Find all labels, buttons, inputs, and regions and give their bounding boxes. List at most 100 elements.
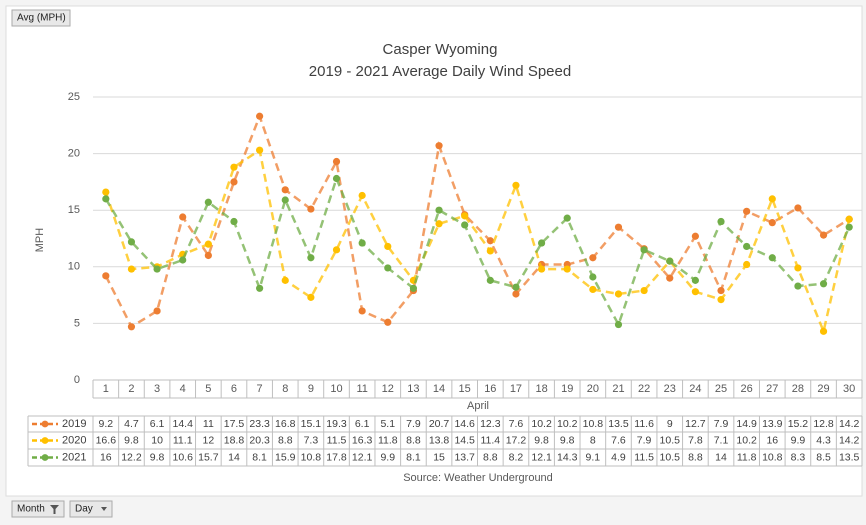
x-tick-label: 12 <box>382 383 394 395</box>
table-value: 17.5 <box>224 418 245 430</box>
table-value: 13.8 <box>429 434 450 446</box>
legend-label: 2021 <box>62 451 86 463</box>
legend-marker <box>41 454 49 461</box>
table-value: 6.1 <box>355 418 370 430</box>
table-value: 4.3 <box>816 434 831 446</box>
marker <box>717 286 725 295</box>
x-tick-label: 14 <box>433 383 445 395</box>
table-value: 8.8 <box>688 451 703 463</box>
table-value: 8 <box>590 434 596 446</box>
y-tick-label: 5 <box>74 317 80 329</box>
marker <box>845 215 853 223</box>
marker <box>691 276 699 284</box>
table-value: 19.3 <box>326 418 347 430</box>
marker <box>281 276 289 284</box>
y-tick-label: 20 <box>68 148 80 160</box>
table-value: 14 <box>715 451 727 463</box>
y-tick-label: 25 <box>68 91 80 103</box>
x-tick-label: 11 <box>356 383 367 395</box>
x-tick-label: 19 <box>561 383 573 395</box>
table-value: 17.8 <box>326 451 347 463</box>
x-tick-label: 8 <box>282 383 288 395</box>
x-tick-label: 17 <box>510 383 522 395</box>
marker <box>230 178 238 186</box>
table-value: 14.2 <box>839 434 860 446</box>
legend-marker <box>41 420 49 428</box>
table-value: 4.9 <box>611 451 626 463</box>
filter-icon <box>50 505 59 514</box>
marker <box>614 320 623 329</box>
x-tick-label: 23 <box>664 383 676 395</box>
x-tick-label: 28 <box>792 383 804 395</box>
marker <box>614 290 623 298</box>
marker <box>717 217 725 226</box>
y-tick-label: 0 <box>74 374 80 386</box>
chart-subtitle: 2019 - 2021 Average Daily Wind Speed <box>309 63 571 80</box>
field-button[interactable] <box>11 9 71 27</box>
month-button-label[interactable]: Month <box>17 504 45 515</box>
table-value: 13.7 <box>454 451 475 463</box>
table-value: 16.8 <box>275 418 296 430</box>
marker <box>794 264 802 272</box>
table-value: 9.2 <box>99 418 114 430</box>
table-value: 7.9 <box>714 418 729 430</box>
marker <box>127 323 136 331</box>
table-value: 7.1 <box>714 434 729 446</box>
table-value: 9.8 <box>124 434 139 446</box>
marker <box>768 219 776 227</box>
table-value: 4.7 <box>124 418 139 430</box>
table-value: 13.9 <box>762 418 783 430</box>
table-value: 9.8 <box>534 434 549 446</box>
table-value: 12 <box>203 434 215 446</box>
marker <box>153 307 161 315</box>
marker <box>512 283 520 291</box>
marker <box>589 254 597 262</box>
x-tick-label: 25 <box>715 383 727 395</box>
table-value: 12.2 <box>121 451 142 463</box>
marker <box>127 265 136 273</box>
table-value: 7.9 <box>406 418 421 430</box>
table-value: 12.1 <box>531 451 552 463</box>
table-value: 12.8 <box>813 418 834 430</box>
legend-marker <box>41 437 49 444</box>
marker <box>358 239 366 247</box>
marker <box>332 246 341 254</box>
table-value: 10.2 <box>557 418 578 430</box>
marker <box>409 284 418 292</box>
table-value: 9 <box>667 418 673 430</box>
marker <box>179 213 187 221</box>
marker <box>794 282 802 290</box>
marker <box>563 214 571 222</box>
marker <box>794 204 802 212</box>
table-value: 8.3 <box>791 451 806 463</box>
marker <box>691 288 699 296</box>
series-line <box>104 112 850 329</box>
table-value: 10.2 <box>736 434 757 446</box>
marker <box>461 212 469 220</box>
chart-area <box>5 5 863 497</box>
x-tick-label: 6 <box>231 383 237 395</box>
x-tick-label: 22 <box>638 383 650 395</box>
table-value: 7.9 <box>637 434 652 446</box>
marker <box>819 327 828 335</box>
table-value: 18.8 <box>224 434 245 446</box>
marker <box>845 223 853 231</box>
x-tick-label: 10 <box>330 383 342 395</box>
day-button[interactable] <box>69 500 113 518</box>
marker <box>127 238 136 246</box>
table-value: 14.2 <box>839 418 860 430</box>
table-value: 10.5 <box>660 451 681 463</box>
marker <box>691 232 699 240</box>
x-tick-label: 7 <box>257 383 263 395</box>
field-button-label[interactable]: Avg (MPH) <box>17 13 66 24</box>
table-value: 10.5 <box>660 434 681 446</box>
marker <box>435 220 443 228</box>
marker <box>512 181 520 189</box>
table-value: 20.7 <box>429 418 450 430</box>
day-button-label[interactable]: Day <box>75 504 93 515</box>
table-value: 14.9 <box>736 418 757 430</box>
table-value: 6.1 <box>150 418 165 430</box>
table-value: 7.3 <box>304 434 319 446</box>
marker <box>230 217 238 226</box>
marker <box>537 265 546 273</box>
